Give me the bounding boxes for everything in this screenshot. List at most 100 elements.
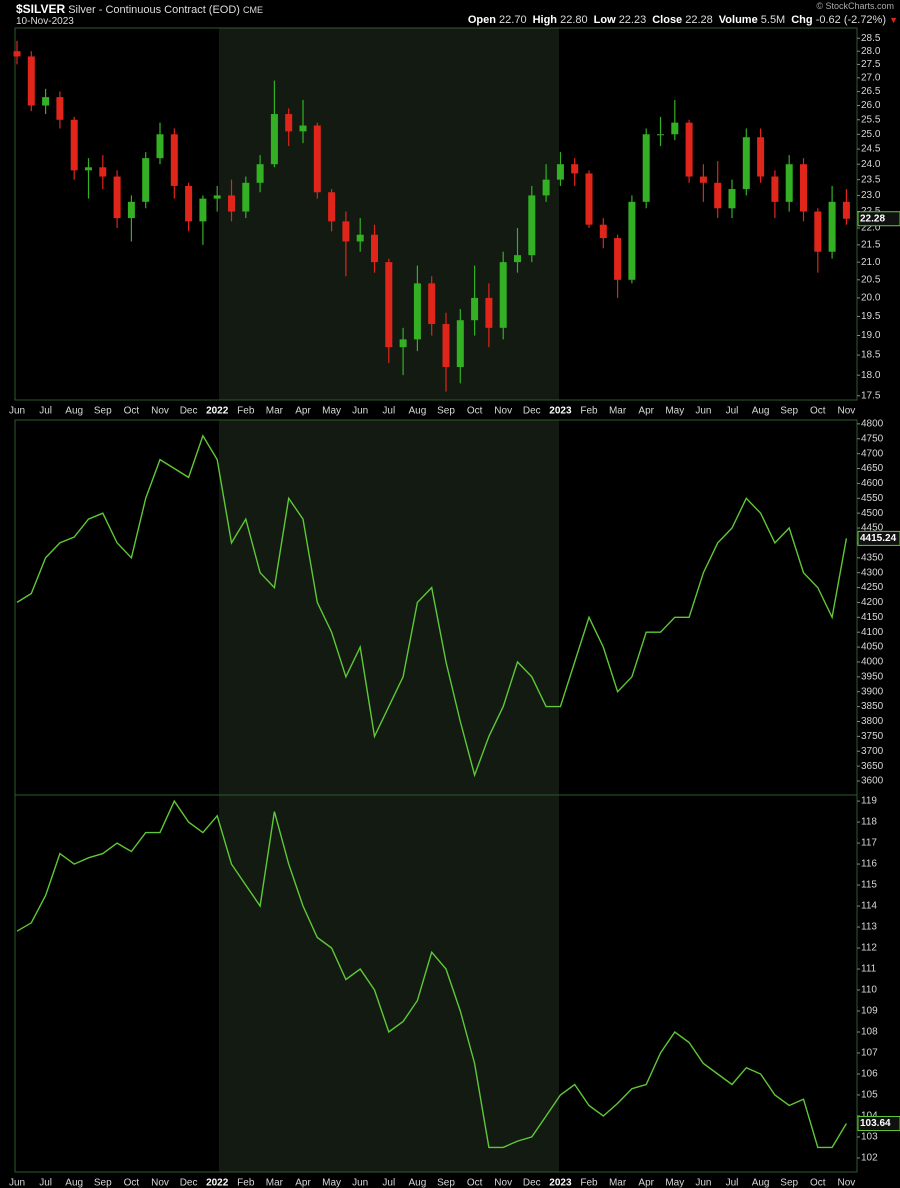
- y-tick-label: 3750: [861, 731, 884, 742]
- quote-value: 22.70: [499, 14, 527, 26]
- y-tick-label: 23.0: [861, 190, 881, 201]
- y-tick-label: 105: [861, 1090, 878, 1101]
- y-tick-label: 18.5: [861, 350, 881, 361]
- x-tick-label: Nov: [494, 1178, 512, 1188]
- y-tick-label: 4250: [861, 582, 884, 593]
- last-value-label: 22.28: [860, 213, 885, 224]
- date: 10-Nov-2023: [16, 16, 74, 27]
- y-tick-label: 28.5: [861, 33, 881, 44]
- candle-body: [785, 164, 793, 202]
- quote-value: 22.80: [560, 14, 588, 26]
- x-tick-label: Jun: [352, 1178, 368, 1188]
- candle-body: [256, 164, 264, 183]
- x-tick-label: 2022: [206, 1178, 229, 1188]
- candle-body: [299, 125, 307, 132]
- y-tick-label: 28.0: [861, 46, 881, 57]
- x-tick-label: Dec: [523, 1178, 541, 1188]
- candle-body: [685, 122, 693, 177]
- candle-body: [27, 56, 35, 106]
- y-tick-label: 20.5: [861, 274, 881, 285]
- candle-body: [456, 320, 464, 368]
- y-tick-label: 110: [861, 985, 877, 996]
- x-tick-label: Dec: [180, 406, 198, 417]
- candle-body: [113, 176, 121, 219]
- y-tick-label: 24.0: [861, 159, 881, 170]
- y-tick-label: 3650: [861, 761, 884, 772]
- x-tick-label: May: [665, 406, 684, 417]
- candle-body: [842, 201, 850, 219]
- x-tick-label: Feb: [237, 406, 255, 417]
- candle-body: [528, 195, 536, 256]
- x-tick-label: Mar: [266, 1178, 284, 1188]
- x-tick-label: Jun: [695, 1178, 711, 1188]
- x-tick-label: Jul: [726, 1178, 739, 1188]
- candle-body: [328, 192, 336, 222]
- candle-body: [156, 134, 164, 159]
- x-tick-label: Nov: [151, 1178, 169, 1188]
- year-shade: [219, 795, 559, 1172]
- candle-body: [585, 173, 593, 225]
- quote-value: 5.5M: [760, 14, 786, 26]
- symbol: $SILVER: [16, 2, 66, 16]
- candle-body: [657, 134, 664, 136]
- candle-body: [771, 176, 779, 202]
- candle-body: [13, 51, 21, 57]
- last-value-box: [857, 211, 900, 227]
- y-tick-label: 108: [861, 1027, 878, 1038]
- x-tick-label: Jul: [382, 406, 395, 417]
- y-tick-label: 103: [861, 1132, 878, 1143]
- y-tick-label: 17.5: [861, 390, 881, 401]
- header-left: $SILVER Silver - Continuous Contract (EO…: [16, 2, 263, 16]
- quote-label: Chg: [791, 14, 813, 26]
- candle-body: [242, 182, 250, 212]
- y-tick-label: 117: [861, 838, 877, 849]
- candle-body: [728, 189, 736, 209]
- candle-body: [371, 234, 378, 263]
- candle-body: [571, 164, 579, 174]
- x-tick-label: May: [322, 1178, 341, 1188]
- y-tick-label: 23.5: [861, 174, 881, 185]
- x-tick-label: Nov: [838, 406, 856, 417]
- y-tick-label: 106: [861, 1069, 878, 1080]
- x-tick-label: 2022: [206, 406, 229, 417]
- candle-body: [542, 179, 550, 196]
- x-tick-label: Sep: [780, 406, 798, 417]
- candle-body: [757, 137, 765, 177]
- x-tick-label: Oct: [810, 1178, 826, 1188]
- candle-body: [313, 125, 321, 193]
- x-tick-label: Oct: [810, 406, 826, 417]
- candle-body: [270, 114, 278, 165]
- quote-value: -0.62 (-2.72%): [815, 14, 886, 26]
- x-tick-label: Jul: [39, 406, 52, 417]
- candle-body: [714, 182, 722, 209]
- x-tick-label: Nov: [151, 406, 169, 417]
- x-tick-label: Aug: [752, 406, 770, 417]
- last-value-box: [857, 530, 900, 546]
- x-tick-label: Mar: [609, 1178, 627, 1188]
- x-tick-label: Nov: [838, 1178, 856, 1188]
- candle-body: [671, 122, 679, 135]
- price-line: [16, 799, 848, 1149]
- x-tick-label: Jul: [382, 1178, 395, 1188]
- candle-body: [628, 201, 636, 280]
- y-tick-label: 3900: [861, 686, 884, 697]
- y-tick-label: 3850: [861, 701, 884, 712]
- x-tick-label: Aug: [65, 1178, 83, 1188]
- candle-body: [814, 211, 822, 252]
- x-tick-label: Aug: [409, 1178, 427, 1188]
- candle-body: [228, 195, 235, 212]
- down-arrow: ▼: [889, 15, 898, 25]
- y-tick-label: 20.0: [861, 293, 881, 304]
- quote-label: Low: [593, 14, 616, 26]
- x-tick-label: Jun: [9, 1178, 25, 1188]
- y-tick-label: 24.5: [861, 144, 881, 155]
- x-tick-label: Sep: [780, 1178, 798, 1188]
- y-tick-label: 3800: [861, 716, 884, 727]
- last-value-box: [857, 1116, 900, 1132]
- candle-body: [199, 198, 207, 222]
- y-tick-label: 4050: [861, 642, 884, 653]
- y-tick-label: 25.0: [861, 129, 881, 140]
- candle-body: [399, 339, 407, 348]
